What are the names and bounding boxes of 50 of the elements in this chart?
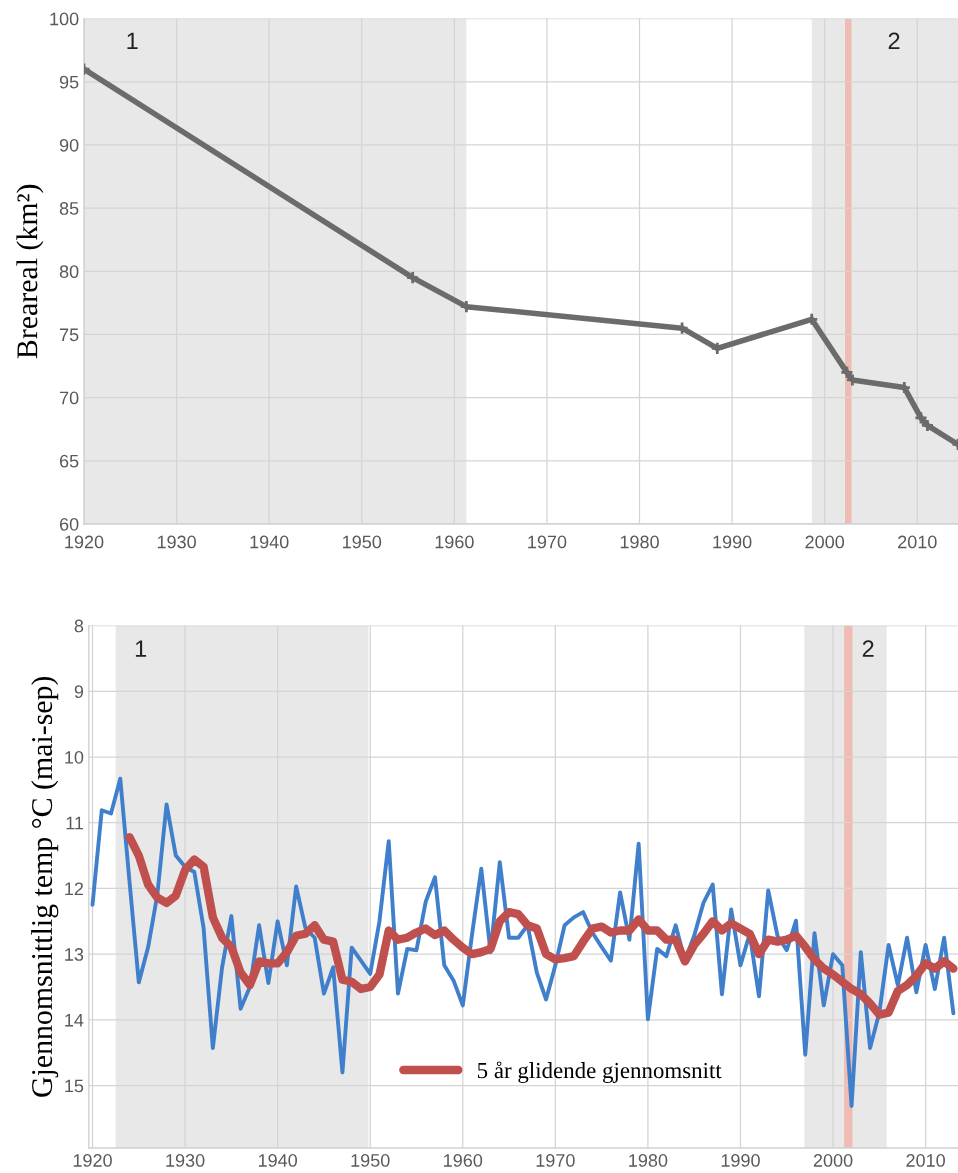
x-tick-label: 1960: [444, 1154, 483, 1167]
y-axis-title: Gjennomsnittlig temp °C (mai-sep): [31, 676, 59, 1097]
y-tick-label: 75: [59, 328, 79, 342]
x-tick-label: 2010: [898, 535, 937, 549]
band-label: 2: [888, 32, 900, 49]
y-tick-label: 60: [59, 517, 79, 531]
y-tick-label: 14: [65, 1013, 84, 1027]
y-tick-label: 95: [59, 75, 79, 89]
x-tick-label: 1940: [250, 535, 289, 549]
x-tick-label: 1990: [713, 535, 752, 549]
y-tick-label: 90: [59, 138, 79, 152]
y-tick-label: 85: [59, 202, 79, 215]
x-tick-label: 1950: [343, 535, 382, 549]
band-label: 2: [862, 640, 874, 657]
point: [710, 341, 725, 356]
band-label: 1: [135, 640, 147, 657]
x-tick-label: 1920: [73, 1154, 112, 1167]
y-tick-label: 100: [50, 12, 79, 26]
x-tick-label: 1940: [258, 1154, 298, 1167]
band-label: 1: [127, 32, 138, 49]
point: [405, 270, 420, 285]
x-tick-label: 1920: [65, 535, 104, 549]
y-tick-label: 12: [65, 882, 84, 895]
point: [804, 312, 819, 327]
y-tick-label: 15: [65, 1079, 84, 1093]
y-tick-label: 10: [65, 750, 84, 764]
x-tick-label: 2000: [805, 535, 845, 549]
x-tick-label: 2010: [906, 1154, 945, 1167]
point: [920, 418, 935, 433]
point: [914, 410, 928, 425]
x-tick-label: 1950: [351, 1154, 390, 1167]
y-tick-label: 70: [59, 391, 79, 405]
point: [839, 365, 854, 380]
y-tick-label: 65: [59, 454, 79, 468]
x-tick-label: 1970: [528, 535, 567, 549]
y-tick-label: 11: [66, 816, 84, 830]
y-axis-title: Breareal (km²): [16, 184, 44, 359]
x-tick-label: 1960: [435, 535, 474, 549]
x-tick-label: 1970: [536, 1154, 575, 1167]
x-tick-label: 1980: [629, 1154, 668, 1167]
x-tick-label: 1930: [157, 535, 196, 549]
x-tick-label: 1980: [620, 535, 659, 549]
y-tick-label: 9: [74, 685, 84, 699]
x-tick-label: 1990: [721, 1154, 760, 1167]
x-tick-label: 1930: [166, 1154, 205, 1167]
y-tick-label: 80: [59, 265, 79, 279]
legend-label: 5 år glidende gjennomsnitt: [477, 1061, 722, 1083]
y-tick-label: 13: [65, 948, 84, 961]
x-tick-label: 2000: [813, 1154, 853, 1167]
y-tick-label: 8: [74, 619, 84, 633]
